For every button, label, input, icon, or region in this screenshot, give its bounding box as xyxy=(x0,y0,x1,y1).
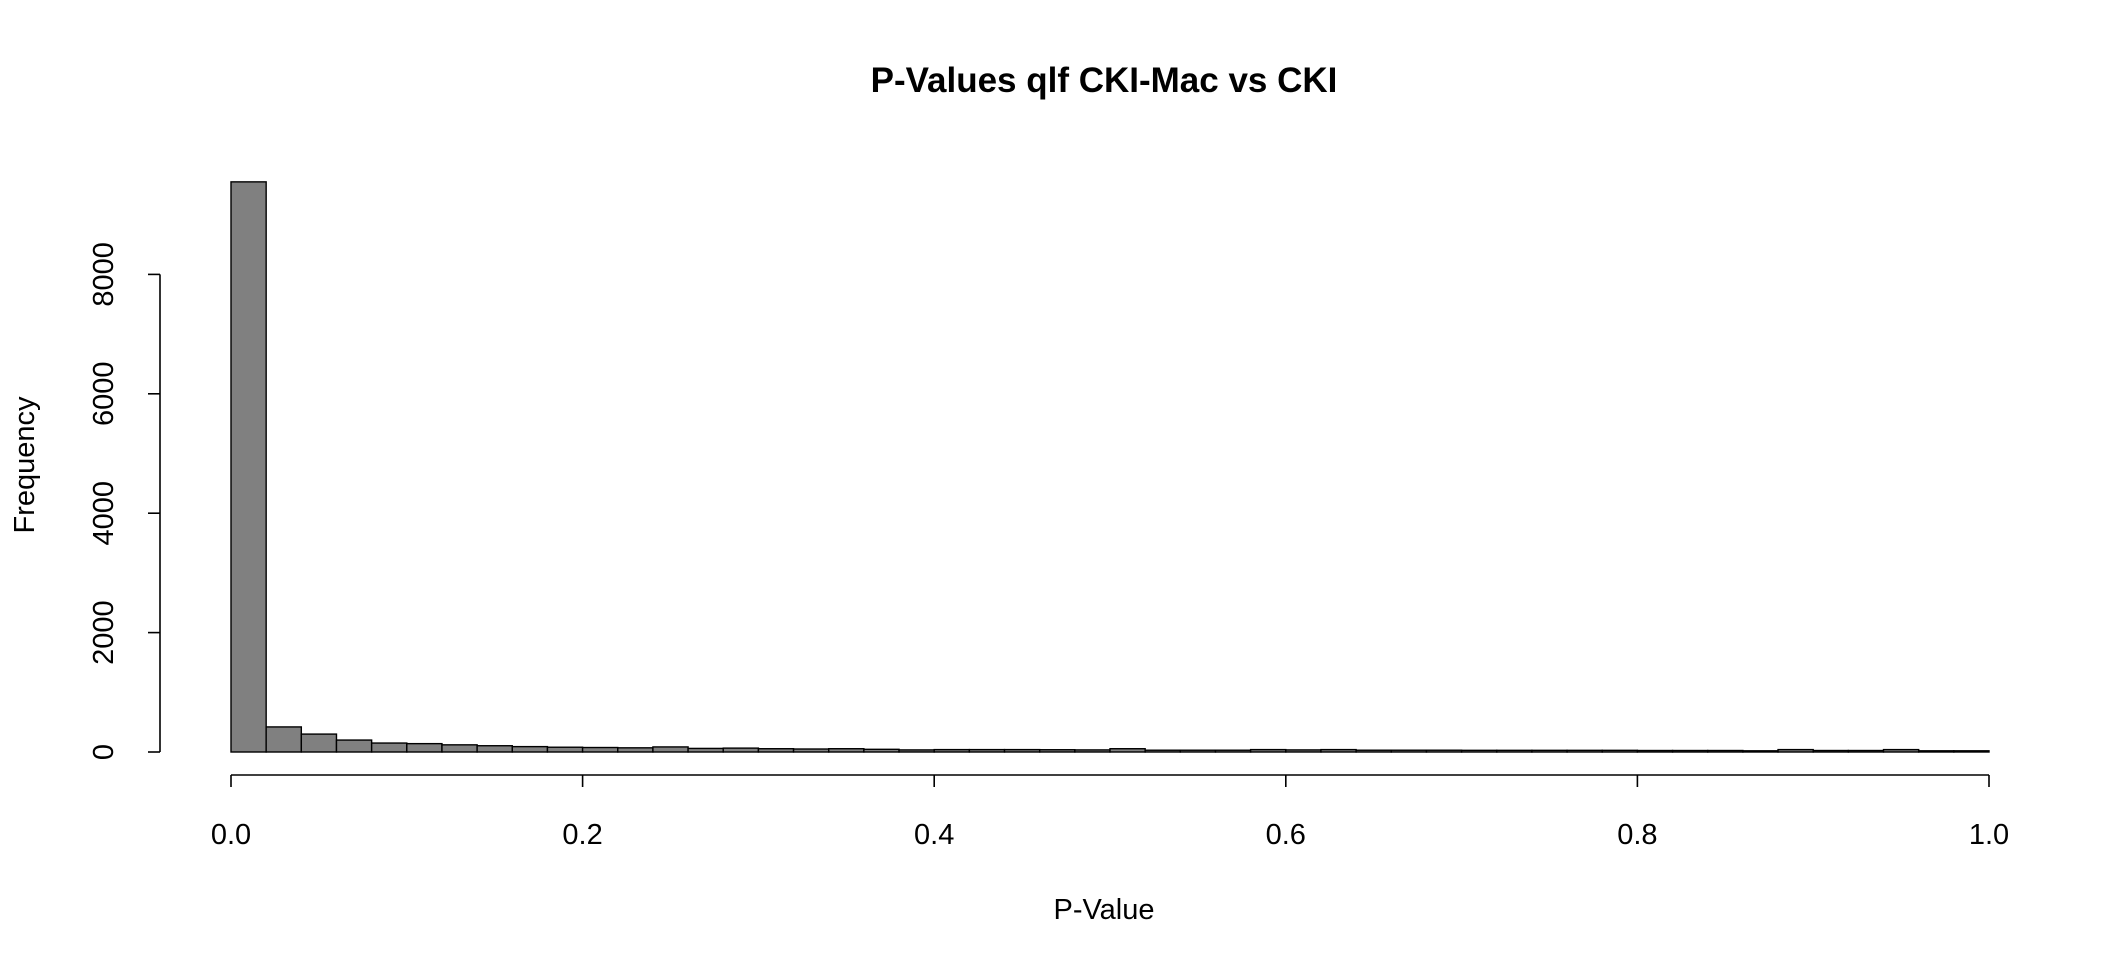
histogram-bar xyxy=(370,742,408,753)
histogram-bar xyxy=(581,746,619,753)
histogram-bar xyxy=(1882,748,1920,753)
histogram-bar xyxy=(406,742,443,753)
x-tick-label: 0.8 xyxy=(1617,819,1657,851)
histogram-bar xyxy=(230,181,267,753)
histogram-bar xyxy=(968,748,1006,753)
histogram-bar xyxy=(617,747,654,753)
histogram-bar xyxy=(1144,749,1182,753)
x-tick-label: 0.2 xyxy=(562,819,602,851)
histogram-bar xyxy=(265,726,303,753)
x-tick-label: 0.6 xyxy=(1266,819,1306,851)
histogram-bar xyxy=(1460,749,1498,753)
histogram-bar xyxy=(828,748,865,753)
histogram-bar xyxy=(1917,750,1955,753)
histogram-bar xyxy=(1777,748,1814,753)
y-tick-label: 4000 xyxy=(88,481,120,546)
histogram-bar xyxy=(1179,749,1217,753)
x-tick-label: 0.4 xyxy=(914,819,954,851)
histogram-bar xyxy=(1109,748,1146,753)
histogram-bar xyxy=(1671,749,1709,753)
histogram-bar xyxy=(687,747,724,753)
histogram-bar xyxy=(792,748,830,753)
histogram-bar xyxy=(1390,749,1428,753)
histogram-bar xyxy=(1074,749,1111,753)
histogram-bar xyxy=(1249,748,1287,753)
histogram-bar xyxy=(476,745,513,753)
histogram-bars xyxy=(230,181,1990,753)
y-tick-label: 6000 xyxy=(88,362,120,427)
histogram-bar xyxy=(300,733,338,753)
histogram-bar xyxy=(863,748,900,753)
chart-title: P-Values qlf CKI-Mac vs CKI xyxy=(871,61,1338,100)
histogram-bar xyxy=(1707,749,1744,753)
x-tick-label: 1.0 xyxy=(1969,819,2009,851)
x-axis-label: P-Value xyxy=(1053,894,1154,926)
histogram-bar xyxy=(1285,749,1322,753)
histogram-bar xyxy=(546,746,584,753)
histogram-bar xyxy=(1496,749,1533,753)
histogram-bar xyxy=(1953,750,1990,753)
histogram-bar xyxy=(1566,749,1603,753)
histogram-bar xyxy=(1742,750,1779,753)
histogram-bar xyxy=(1355,749,1392,753)
histogram-bar xyxy=(441,744,478,753)
histogram-bar xyxy=(1003,748,1041,753)
histogram-bar xyxy=(1038,749,1076,753)
histogram-bar xyxy=(933,748,971,753)
histogram-bar xyxy=(1636,749,1674,753)
x-tick-label: 0.0 xyxy=(211,819,251,851)
histogram-bar xyxy=(511,745,549,753)
histogram-bar xyxy=(1425,749,1463,753)
y-axis-label: Frequency xyxy=(9,396,41,534)
histogram-bar xyxy=(1320,748,1357,753)
y-tick-label: 2000 xyxy=(88,600,120,665)
histogram-bar xyxy=(1214,749,1252,753)
histogram-bar xyxy=(722,747,760,753)
y-axis: 0 2000 4000 6000 8000 xyxy=(88,242,161,760)
histogram-bar xyxy=(335,739,373,753)
histogram-bar xyxy=(1531,749,1568,753)
histogram-bar xyxy=(898,749,935,753)
x-axis: 0.0 0.2 0.4 0.6 0.8 1.0 xyxy=(211,774,2009,851)
y-tick-label: 8000 xyxy=(88,242,120,307)
histogram-bar xyxy=(1812,749,1850,753)
histogram-bar xyxy=(757,748,795,753)
histogram-bar xyxy=(1601,749,1639,753)
histogram-bar xyxy=(1847,749,1885,753)
y-tick-label: 0 xyxy=(88,744,120,760)
histogram-bar xyxy=(652,746,689,753)
